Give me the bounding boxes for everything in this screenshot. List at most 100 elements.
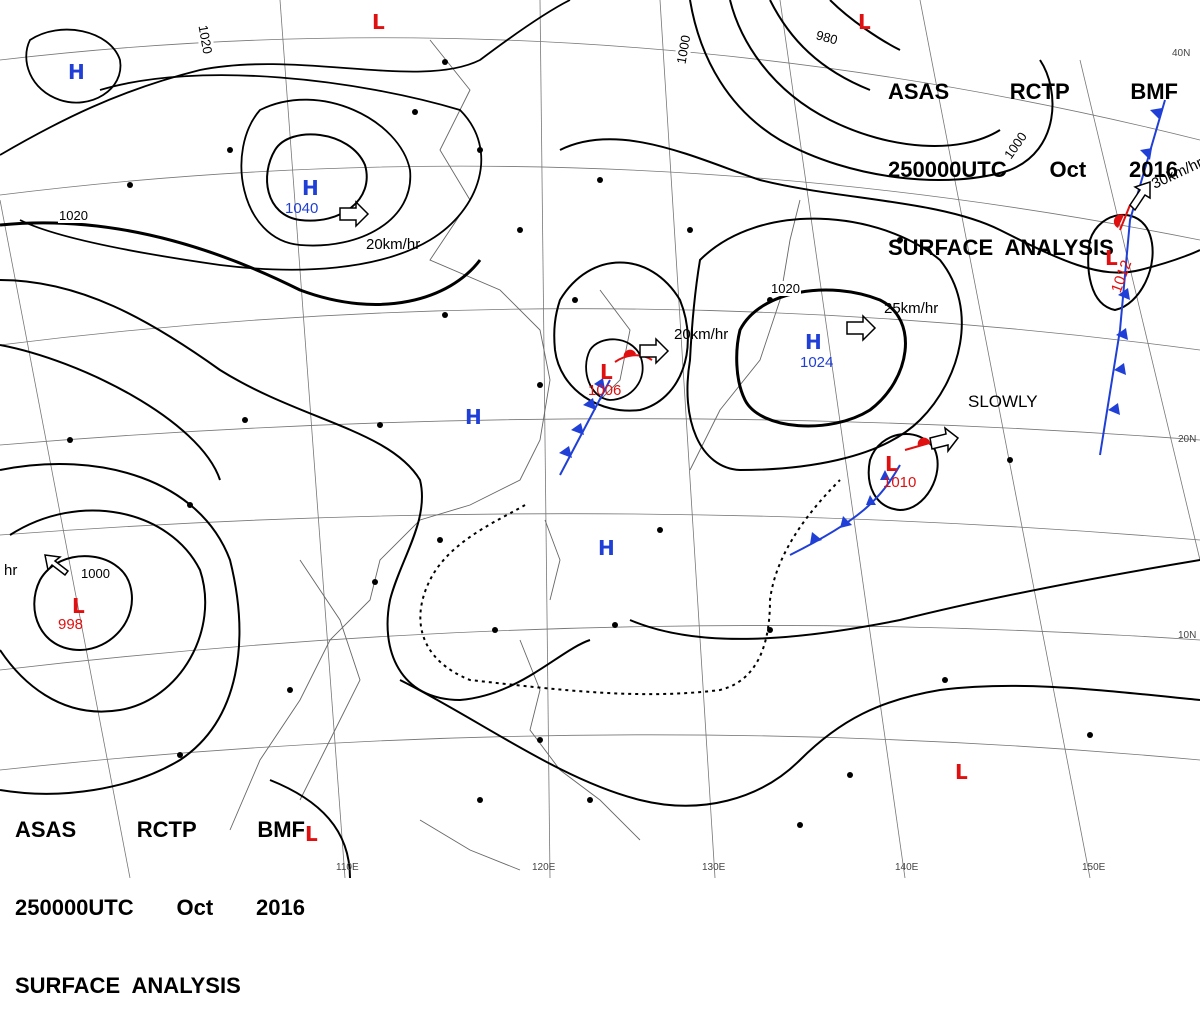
isobar-nw-high bbox=[25, 28, 122, 104]
lat-label: 20N bbox=[1178, 434, 1197, 445]
high-1024-symbol: H bbox=[805, 330, 822, 354]
high-nw-symbol: H bbox=[68, 60, 85, 84]
high-1040-pressure: 1040 bbox=[285, 200, 319, 217]
header-source: BMF bbox=[1130, 79, 1178, 104]
meridian-120e bbox=[539, 0, 551, 878]
header-line2: 250000UTC Oct 2016 bbox=[15, 895, 305, 921]
high-china-symbol: H bbox=[465, 405, 482, 429]
low-se-symbol: L bbox=[955, 760, 968, 784]
high-1040-symbol: H bbox=[302, 176, 319, 200]
isobar-1020 bbox=[0, 221, 482, 306]
meridian-130e bbox=[659, 0, 716, 878]
isobar-1004-equatorial bbox=[629, 559, 1200, 640]
isobar-1000-west bbox=[33, 555, 133, 652]
meridian-100e bbox=[0, 199, 131, 878]
arrow-1012 bbox=[1129, 180, 1151, 212]
low-top-symbol: L bbox=[372, 10, 385, 34]
parallel-25n bbox=[0, 308, 1200, 351]
parallel-15n bbox=[0, 513, 1200, 541]
isobar-980 bbox=[829, 0, 901, 51]
header-title: SURFACE ANALYSIS bbox=[888, 235, 1114, 260]
header-top: ASAS RCTP BMF 250000UTC Oct 2016 SURFACE… bbox=[888, 27, 1178, 287]
header-station: RCTP bbox=[136, 817, 197, 842]
high-1024-pressure: 1024 bbox=[800, 354, 834, 371]
isobar-label: 1000 bbox=[80, 566, 111, 581]
isobar-north-lows-3 bbox=[769, 0, 871, 91]
trough bbox=[419, 479, 841, 696]
cold-front-1012 bbox=[1099, 99, 1166, 456]
header-line1: ASAS RCTP BMF bbox=[888, 79, 1178, 105]
movement-arrows bbox=[44, 180, 1151, 577]
meridian-160e bbox=[1079, 59, 1200, 561]
lat-label: 40N bbox=[1172, 48, 1191, 59]
isobar-1012-west bbox=[0, 344, 221, 481]
isobar-1016-west bbox=[0, 279, 591, 702]
low-1006-movement: 20km/hr bbox=[674, 326, 729, 343]
isobar-1036 bbox=[240, 98, 412, 247]
meridian-140e bbox=[779, 0, 906, 878]
low-1012-symbol: L bbox=[1105, 246, 1118, 270]
lat-label: 10N bbox=[1178, 630, 1197, 641]
header-source: BMF bbox=[257, 817, 305, 842]
isobar-1012-pacific bbox=[559, 138, 1200, 274]
coastlines bbox=[229, 39, 801, 871]
coast-china bbox=[229, 39, 551, 831]
header-bottom: ASAS RCTP BMF 250000UTC Oct 2016 SURFACE… bbox=[15, 765, 305, 1025]
isobar-sw-corner bbox=[269, 779, 351, 878]
isobar-1040-ring bbox=[266, 133, 368, 222]
coast-taiwan bbox=[544, 519, 561, 601]
header-agency: ASAS bbox=[15, 817, 77, 842]
isobar-1004-west bbox=[0, 509, 207, 713]
weather-map bbox=[0, 0, 1200, 878]
header-year: 2016 bbox=[256, 895, 305, 920]
isobar-1020-east-high bbox=[735, 288, 907, 428]
isobar-1008-equatorial bbox=[399, 679, 1200, 807]
parallel-40n bbox=[0, 37, 1200, 141]
isobar-north-lows-1 bbox=[689, 0, 1054, 181]
isobar-1016-east-high bbox=[686, 217, 963, 472]
parallel-30n bbox=[0, 165, 1200, 241]
header-line2: 250000UTC Oct 2016 bbox=[888, 157, 1178, 183]
parallel-20n bbox=[0, 418, 1200, 446]
warm-front-1012 bbox=[1119, 204, 1131, 231]
header-station: RCTP bbox=[1009, 79, 1070, 104]
coast-japan bbox=[689, 199, 801, 471]
arrow-1040 bbox=[339, 200, 370, 228]
arrow-1006 bbox=[639, 337, 670, 365]
header-month: Oct bbox=[176, 895, 214, 920]
cold-fronts bbox=[559, 99, 1166, 556]
low-bottom-symbol: L bbox=[305, 822, 318, 846]
header-title: SURFACE ANALYSIS bbox=[15, 973, 241, 998]
lon-label: 120E bbox=[532, 862, 556, 873]
high-1040-movement: 20km/hr bbox=[366, 236, 421, 253]
coast-borneo bbox=[419, 819, 521, 871]
header-time: 250000UTC bbox=[888, 157, 1007, 182]
isobar-north-lows-2 bbox=[729, 0, 1001, 148]
low-topright-symbol: L bbox=[858, 10, 871, 34]
header-year: 2016 bbox=[1129, 157, 1178, 182]
meridian-110e bbox=[279, 0, 346, 878]
low-998-pressure: 998 bbox=[58, 616, 84, 633]
isobars bbox=[0, 0, 1200, 878]
trough-line bbox=[419, 479, 841, 696]
arrow-998 bbox=[44, 554, 70, 577]
header-agency: ASAS bbox=[888, 79, 950, 104]
low-1010-symbol: L bbox=[885, 452, 898, 476]
lon-label: 140E bbox=[895, 862, 919, 873]
header-line1: ASAS RCTP BMF bbox=[15, 817, 305, 843]
high-scs-symbol: H bbox=[598, 536, 615, 560]
isobar-label: 1020 bbox=[58, 208, 89, 223]
low-1006-pressure: 1006 bbox=[588, 382, 622, 399]
parallel-5n bbox=[0, 734, 1200, 771]
low-1010-pressure: 1010 bbox=[883, 474, 917, 491]
header-month: Oct bbox=[1049, 157, 1087, 182]
isobar-1016-around-l bbox=[553, 261, 689, 412]
warm-fronts bbox=[614, 204, 1131, 451]
isobar-1028 bbox=[0, 0, 571, 156]
isobar-1008-around-1010 bbox=[867, 433, 939, 512]
arrow-1010 bbox=[929, 426, 960, 454]
lon-label: 110E bbox=[336, 862, 359, 873]
coast-philippines bbox=[519, 639, 641, 841]
coast-indochina bbox=[299, 559, 361, 801]
isobar-1012-around-l bbox=[585, 338, 644, 401]
